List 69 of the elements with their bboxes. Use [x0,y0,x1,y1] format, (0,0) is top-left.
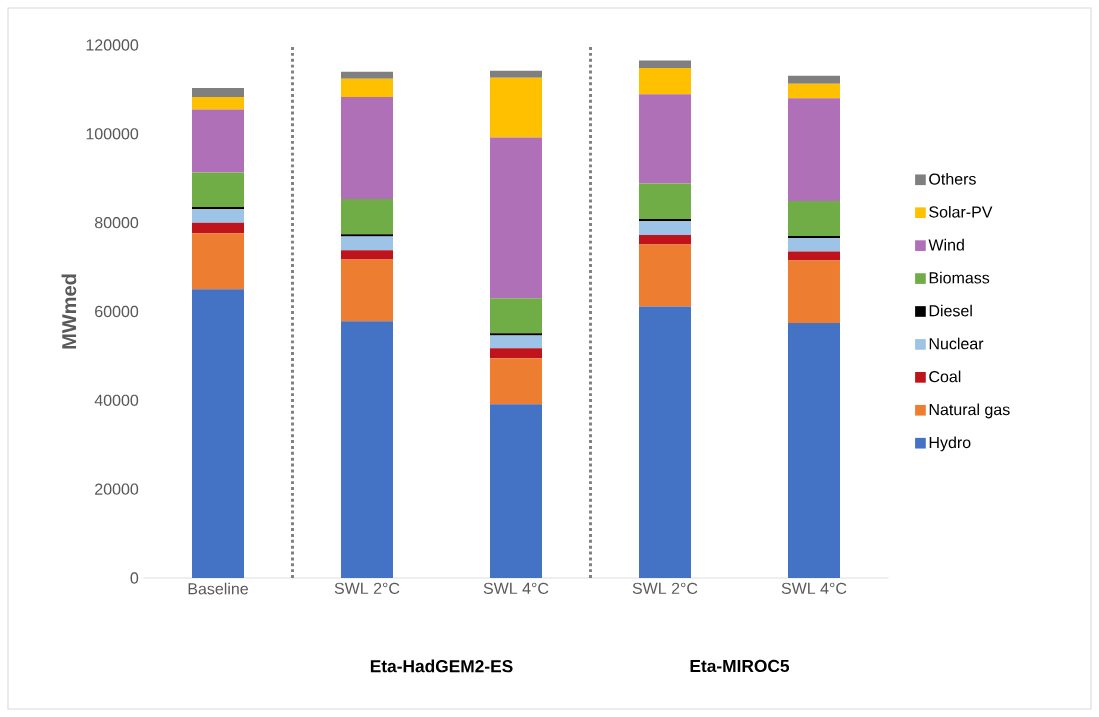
bar [639,244,691,307]
text: Eta-MIROC5 [690,659,790,673]
legend-label: Wind [928,238,964,251]
legend-label: Hydro [929,436,971,452]
bar [787,260,840,324]
bar [192,172,244,208]
bar [639,94,691,184]
bar [787,238,840,252]
x-tick-label: Baseline [188,582,248,595]
bar [787,235,840,239]
bar [341,96,393,200]
bar [639,183,691,220]
y-axis-title: MWmed [61,274,77,349]
legend-label: Nuclear [929,337,984,350]
bar [192,109,244,173]
bar [341,250,393,260]
bar [192,222,244,234]
bar [192,289,244,578]
bar [192,207,244,210]
text: Eta-HadGEM2-ES [370,659,513,673]
bar [490,70,542,78]
bar [639,68,691,95]
bar [341,71,393,79]
legend-label: Coal [929,370,961,383]
legend-label: Solar-PV [929,205,993,218]
bar [192,233,244,290]
bar [341,234,393,237]
bar [490,348,542,359]
bar [490,137,542,299]
bar [490,335,542,349]
bar [341,199,393,235]
x-tick-label: SWL 4°C [483,582,549,595]
bar [639,60,691,69]
bar [341,236,393,251]
bar [639,235,691,245]
bar [787,251,840,261]
bar [490,358,542,405]
y-tick-label: 120000 [86,39,139,51]
bar [787,98,840,201]
bar [639,306,691,578]
bar [490,404,542,578]
bar [787,83,840,99]
x-tick-label: SWL 2°C [632,582,698,595]
bar [341,78,393,97]
bar [192,96,244,110]
bar [639,219,691,222]
y-tick-label: 20000 [95,483,139,495]
bar [490,333,542,336]
y-tick-label: 60000 [95,305,139,318]
bar [490,77,542,138]
x-tick-label: SWL 4°C [781,582,847,595]
y-tick-label: 80000 [94,217,139,229]
legend-label: Others [929,173,976,185]
bar [192,88,244,97]
bar [787,323,840,578]
bar [341,259,393,322]
y-tick-label: 40000 [94,394,139,406]
bar [639,221,691,236]
bar [787,75,840,84]
bar [192,209,244,223]
bar [787,200,840,236]
legend-label: Diesel [929,304,972,317]
x-tick-label: SWL 2°C [334,582,400,595]
legend-label: Natural gas [929,403,1010,419]
y-tick-label: 0 [130,572,139,584]
legend-label: Biomass [929,271,990,284]
bar [341,321,393,578]
bar [490,298,542,334]
y-tick-label: 100000 [86,128,139,140]
